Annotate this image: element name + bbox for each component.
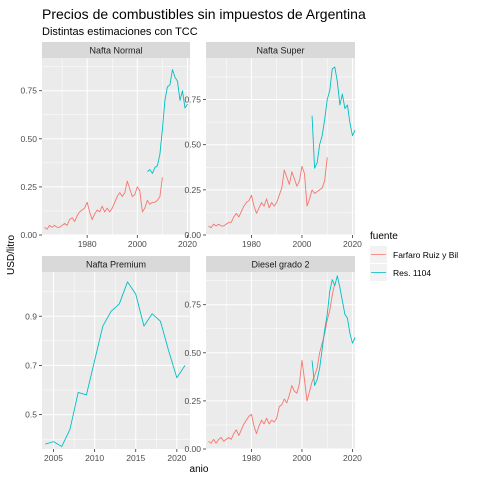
series-line-farfaro-ruiz-y-bil [44,177,163,230]
x-tick-label: 2010 [85,453,104,463]
legend-label-res1104: Res. 1104 [393,268,431,278]
panel-background [206,58,355,235]
strip-label-nafta-premium: Nafta Premium [86,260,146,270]
x-tick-label: 1980 [242,453,261,463]
legend-title: fuente [370,231,398,242]
series-line-res-1104 [311,66,356,169]
series-line-res-1104 [45,281,186,447]
strip-label-nafta-super: Nafta Super [256,46,304,56]
strip-nafta-normal [42,42,190,58]
y-tick-label: 0.25 [20,182,37,192]
y-tick-label: 0.00 [184,230,201,240]
y-tick-label: 0.9 [25,311,37,321]
legend: fuente Farfaro Ruiz y Bil Res. 1104 [370,231,458,281]
y-tick-label: 0.5 [25,410,37,420]
x-tick-label: 2015 [126,453,145,463]
strip-nafta-premium [42,256,190,272]
x-tick-label: 2000 [128,239,147,249]
x-tick-label: 2020 [343,239,362,249]
strip-label-nafta-normal: Nafta Normal [89,46,142,56]
y-tick-label: 0.50 [184,348,201,358]
y-tick-label: 0.00 [184,444,201,454]
y-tick-label: 0.75 [20,86,37,96]
legend-label-farfaro: Farfaro Ruiz y Bil [393,250,458,260]
panel-background [42,58,190,235]
y-tick-label: 0.75 [184,95,201,105]
x-tick-label: 2020 [167,453,186,463]
y-tick-label: 0.7 [25,360,37,370]
series-line-res-1104 [311,275,356,386]
y-tick-label: 0.50 [184,140,201,150]
x-tick-label: 2000 [293,453,312,463]
panel-background [206,272,355,449]
series-line-res-1104 [147,69,188,174]
x-tick-label: 2020 [178,239,197,249]
chart-subtitle: Distintas estimaciones con TCC [42,26,198,38]
strip-diesel-grado-2 [206,256,355,272]
x-tick-label: 1980 [78,239,97,249]
panel-nafta-normal: Nafta Normal 0.00 0.25 0.50 0.75 1980 2000 2020 [20,42,197,249]
y-tick-label: 0.50 [20,134,37,144]
x-axis-title: anio [190,464,209,475]
y-tick-label: 0.25 [184,185,201,195]
x-tick-label: 1980 [242,239,261,249]
facet-panels: Nafta Normal 0.00 0.25 0.50 0.75 1980 2000 2020… [20,42,362,463]
series-line-farfaro-ruiz-y-bil [208,157,328,229]
legend-key-farfaro [370,246,387,263]
panel-nafta-super: Nafta Super 0.00 0.25 0.50 0.75 1980 2000 2020 [184,42,362,249]
strip-label-diesel-grado-2: Diesel grado 2 [251,260,309,270]
strip-nafta-super [206,42,355,58]
panel-diesel-grado-2: Diesel grado 2 0.00 0.25 0.50 0.75 1980 2000 20… [184,256,362,463]
x-tick-label: 2000 [293,239,312,249]
x-tick-label: 2020 [343,453,362,463]
y-axis-title: USD/litro [6,235,17,275]
panel-background [42,272,190,449]
legend-key-res1104 [370,264,387,281]
y-tick-label: 0.00 [20,230,37,240]
x-tick-label: 2005 [44,453,63,463]
y-tick-label: 0.25 [184,396,201,406]
y-tick-label: 0.75 [184,300,201,310]
chart-title: Precios de combustibles sin impuestos de… [42,6,366,22]
panel-nafta-premium: Nafta Premium 0.5 0.7 0.9 2005 2010 2015 2020 [25,256,190,463]
